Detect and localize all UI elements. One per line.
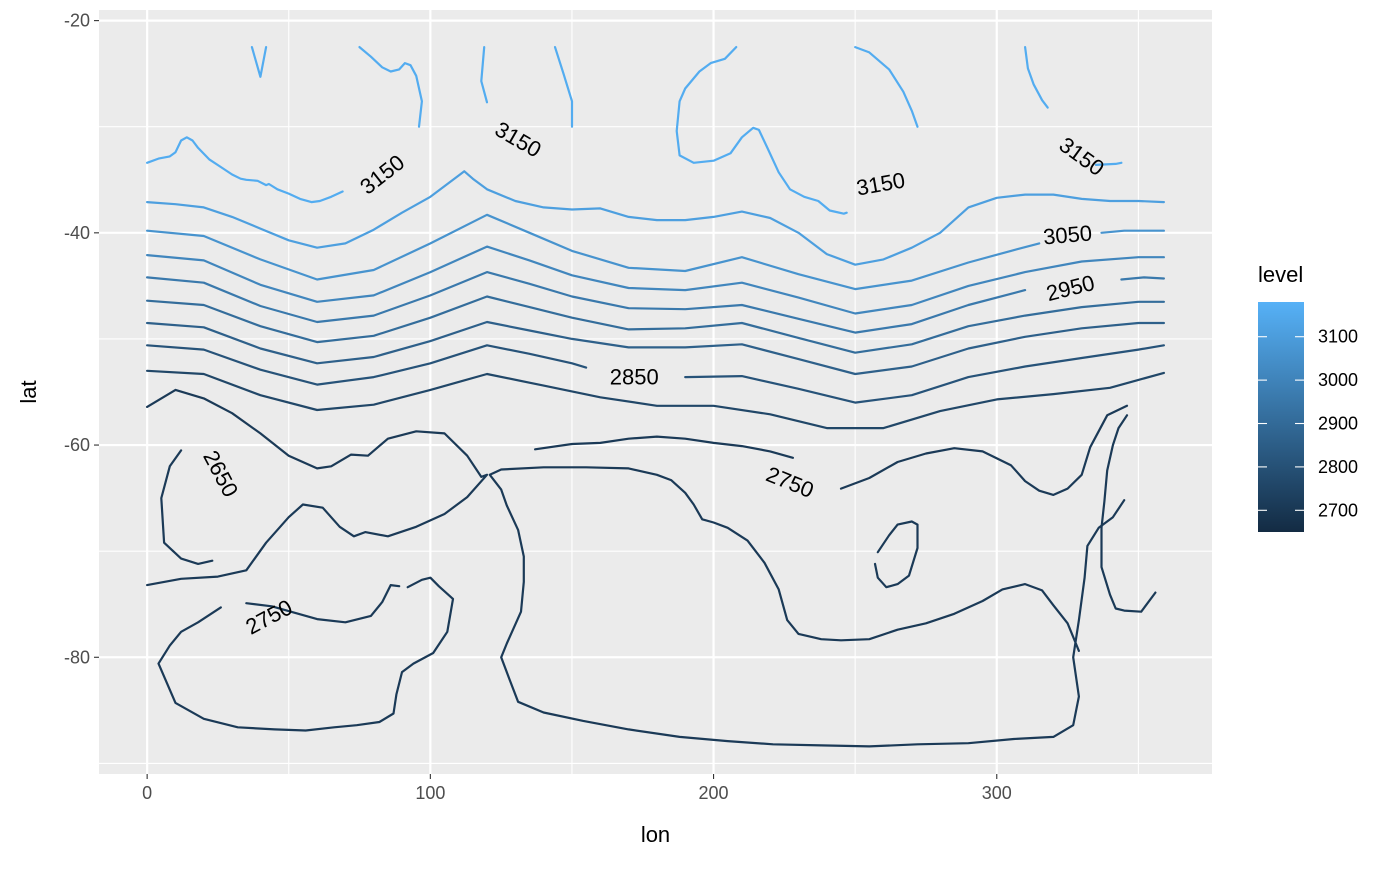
contour-layer xyxy=(146,46,1165,748)
legend-tick-label: 2900 xyxy=(1318,414,1358,434)
legend-ticks: 2700 2800 2900 3000 3100 xyxy=(1258,327,1358,520)
y-tick-label: -20 xyxy=(64,11,90,31)
legend-colorbar xyxy=(1258,302,1304,532)
y-tick-label: -80 xyxy=(64,647,90,667)
contour-line xyxy=(553,46,574,128)
legend-tick-label: 2800 xyxy=(1318,457,1358,477)
contour-line xyxy=(146,344,588,386)
y-axis-title: lat xyxy=(16,380,41,403)
legend-tick-label: 3100 xyxy=(1318,327,1358,347)
axis-layer: 0 100 200 300 -20 -40 -60 -80 xyxy=(64,11,1012,803)
plot-panel xyxy=(99,10,1212,774)
contour-line xyxy=(146,388,489,587)
contour-line xyxy=(146,170,1165,266)
contour-line xyxy=(146,271,1027,334)
contour-line xyxy=(250,46,268,78)
contour-line xyxy=(146,136,344,204)
contour-line xyxy=(146,320,1165,376)
contour-line xyxy=(245,584,401,624)
contour-line xyxy=(854,46,919,128)
contour-line xyxy=(488,466,1126,748)
x-tick-label: 200 xyxy=(699,783,729,803)
contour-label: 3050 xyxy=(1042,220,1093,249)
contour-line xyxy=(480,46,489,104)
contour-line xyxy=(534,435,794,459)
contour-line xyxy=(146,295,1165,354)
legend-title: level xyxy=(1258,262,1303,287)
contour-line xyxy=(146,213,1041,291)
contour-line xyxy=(358,46,423,128)
contour-line xyxy=(146,245,1165,315)
contour-line xyxy=(146,369,1165,430)
contour-line xyxy=(839,404,1129,496)
x-tick-label: 0 xyxy=(142,783,152,803)
x-axis-title: lon xyxy=(641,822,670,847)
contour-line xyxy=(684,344,1165,404)
contour-line xyxy=(1094,161,1123,166)
x-tick-label: 300 xyxy=(982,783,1012,803)
contour-line xyxy=(1023,46,1049,109)
contour-label: 2850 xyxy=(610,365,659,390)
contour-line xyxy=(157,576,455,732)
legend-tick-label: 2700 xyxy=(1318,500,1358,520)
y-tick-label: -60 xyxy=(64,435,90,455)
contour-line xyxy=(1100,414,1157,613)
legend: level 2700 2800 2900 3000 3100 xyxy=(1258,262,1358,532)
contour-line xyxy=(1120,276,1165,281)
contour-line xyxy=(1100,229,1165,234)
contour-line xyxy=(873,520,919,589)
grid-layer xyxy=(99,10,1212,774)
contour-line xyxy=(675,46,848,215)
x-tick-label: 100 xyxy=(415,783,445,803)
contour-line xyxy=(160,449,214,565)
legend-tick-label: 3000 xyxy=(1318,370,1358,390)
y-tick-label: -40 xyxy=(64,223,90,243)
